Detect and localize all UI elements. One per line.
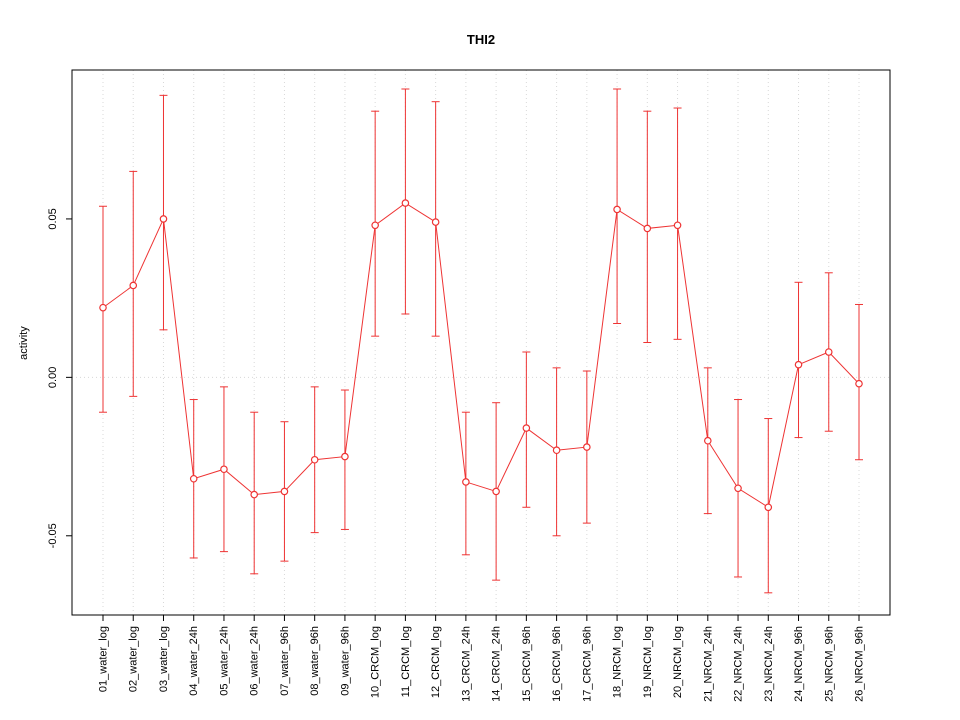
x-tick-label: 26_NRCM_96h — [854, 626, 866, 702]
data-point — [99, 303, 107, 312]
chart-title: THI2 — [467, 32, 495, 47]
x-tick-label: 06_water_24h — [249, 626, 261, 696]
data-point — [734, 484, 742, 493]
x-tick-label: 14_CRCM_24h — [491, 626, 503, 702]
data-point — [280, 487, 289, 496]
data-point — [129, 281, 138, 290]
data-point — [552, 446, 561, 455]
data-point — [220, 465, 228, 474]
data-point — [824, 348, 833, 356]
series-line — [102, 202, 860, 509]
data-point — [703, 436, 712, 445]
x-tick-label: 20_NRCM_log — [672, 626, 684, 698]
data-point — [643, 224, 652, 233]
data-point — [371, 221, 379, 230]
x-tick-label: 02_water_log — [128, 626, 140, 692]
x-tick-label: 04_water_24h — [188, 626, 200, 696]
x-tick-label: 08_water_96h — [309, 626, 321, 696]
data-point — [401, 199, 410, 207]
y-axis-label: activity — [18, 326, 30, 360]
data-point — [310, 455, 319, 464]
grid-layer — [72, 70, 890, 615]
x-tick-label: 17_CRCM_96h — [581, 626, 593, 702]
data-point — [613, 205, 621, 214]
x-tick-label: 18_NRCM_log — [612, 626, 624, 698]
x-tick-label: 21_NRCM_24h — [702, 626, 714, 702]
x-tick-label: 03_water_log — [158, 626, 170, 692]
plot-border — [71, 69, 891, 616]
data-point — [522, 424, 531, 432]
data-point — [492, 487, 500, 496]
data-point — [189, 474, 198, 483]
data-point — [673, 221, 682, 230]
x-tick-label: 12_CRCM_log — [430, 626, 442, 698]
data-point — [855, 379, 863, 388]
x-tick-label: 09_water_96h — [339, 626, 351, 696]
x-tick-label: 16_CRCM_96h — [551, 626, 563, 702]
data-point — [794, 360, 803, 369]
axis-layer: -0.05 0.00 0.05 01_water_log 02_water_log 03_… — [47, 208, 866, 702]
data-point — [462, 478, 470, 486]
x-tick-label: 01_water_log — [98, 626, 110, 692]
x-tick-label: 05_water_24h — [218, 626, 230, 696]
x-tick-label: 15_CRCM_96h — [521, 626, 533, 702]
series-layer — [99, 88, 863, 594]
x-tick-label: 23_NRCM_24h — [763, 626, 775, 702]
data-point — [764, 503, 773, 512]
y-tick-label: 0.00 — [47, 367, 59, 388]
y-tick-label: 0.05 — [47, 208, 59, 229]
x-tick-label: 10_CRCM_log — [370, 626, 382, 698]
x-tick-label: 25_NRCM_96h — [823, 626, 835, 702]
data-point — [341, 452, 349, 461]
x-tick-label: 13_CRCM_24h — [460, 626, 472, 702]
x-tick-label: 24_NRCM_96h — [793, 626, 805, 702]
data-point — [431, 218, 440, 226]
data-point — [583, 443, 591, 451]
x-tick-label: 07_water_96h — [279, 626, 291, 696]
x-tick-label: 19_NRCM_log — [642, 626, 654, 698]
y-tick-label: -0.05 — [47, 523, 59, 548]
data-point — [250, 490, 259, 499]
data-point — [159, 215, 168, 223]
x-tick-label: 11_CRCM_log — [400, 626, 412, 697]
x-tick-label: 22_NRCM_24h — [733, 626, 745, 702]
